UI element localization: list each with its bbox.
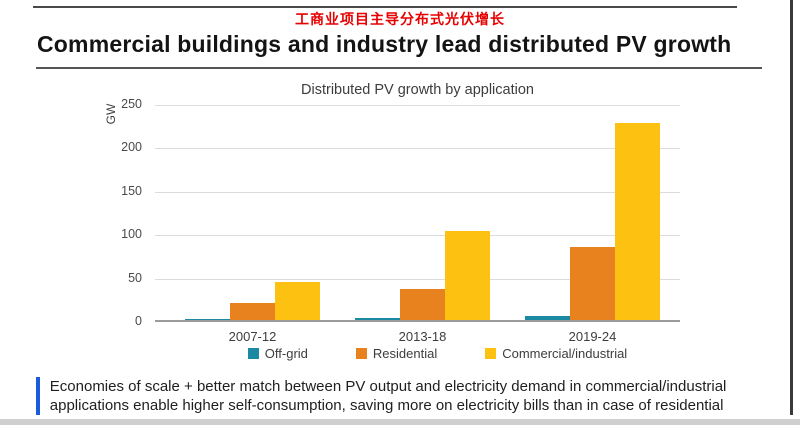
slide-frame-right-line xyxy=(790,0,793,415)
page-title: Commercial buildings and industry lead d… xyxy=(37,31,732,57)
legend-item-commercial-industrial: Commercial/industrial xyxy=(485,346,627,361)
takeaway-note: Economies of scale + better match betwee… xyxy=(36,377,780,416)
title-underline xyxy=(36,67,762,69)
bar-2013-18-commercial-industrial xyxy=(445,230,490,320)
legend-swatch xyxy=(355,348,367,359)
y-tick-label-50: 50 xyxy=(128,270,142,285)
bar-2013-18-residential xyxy=(400,288,445,320)
gridline-50 xyxy=(155,278,680,280)
bar-2007-12-residential xyxy=(230,302,275,320)
note-accent-bar xyxy=(36,377,40,416)
legend-item-residential: Residential xyxy=(355,346,438,361)
y-tick-label-100: 100 xyxy=(121,227,142,242)
x-tick-label-2013-18: 2013-18 xyxy=(398,329,447,344)
note-text: Economies of scale + better match betwee… xyxy=(49,378,727,415)
bar-2013-18-off-grid xyxy=(355,318,400,320)
legend-label: Off-grid xyxy=(264,346,308,361)
x-tick-label-2007-12: 2007-12 xyxy=(228,329,277,344)
slide-bottom-shadow xyxy=(0,419,800,425)
legend-swatch xyxy=(485,348,497,359)
gridline-200 xyxy=(155,148,680,150)
gridline-250 xyxy=(155,105,680,106)
gridline-100 xyxy=(155,235,680,237)
gridline-150 xyxy=(155,191,680,193)
bar-2007-12-off-grid xyxy=(185,319,230,320)
bar-2007-12-commercial-industrial xyxy=(275,281,320,320)
chart-title: Distributed PV growth by application xyxy=(301,82,534,98)
y-tick-label-150: 150 xyxy=(121,183,142,198)
y-tick-label-200: 200 xyxy=(121,140,142,155)
y-tick-label-0: 0 xyxy=(135,314,142,328)
legend-item-off-grid: Off-grid xyxy=(247,346,308,361)
plot-area xyxy=(155,105,680,322)
x-tick-label-2019-24: 2019-24 xyxy=(568,329,617,344)
chart-legend: Off-grid Residential Commercial/industrial xyxy=(175,346,700,361)
chinese-subtitle: 工商业项目主导分布式光伏增长 xyxy=(295,11,505,27)
bar-2019-24-off-grid xyxy=(525,315,570,320)
y-tick-label-250: 250 xyxy=(121,97,142,111)
legend-swatch xyxy=(247,348,259,359)
legend-label: Commercial/industrial xyxy=(502,346,628,361)
legend-label: Residential xyxy=(372,346,438,361)
slide-frame-top-line xyxy=(33,6,737,8)
bar-2019-24-commercial-industrial xyxy=(615,122,660,320)
bar-2019-24-residential xyxy=(570,247,615,320)
